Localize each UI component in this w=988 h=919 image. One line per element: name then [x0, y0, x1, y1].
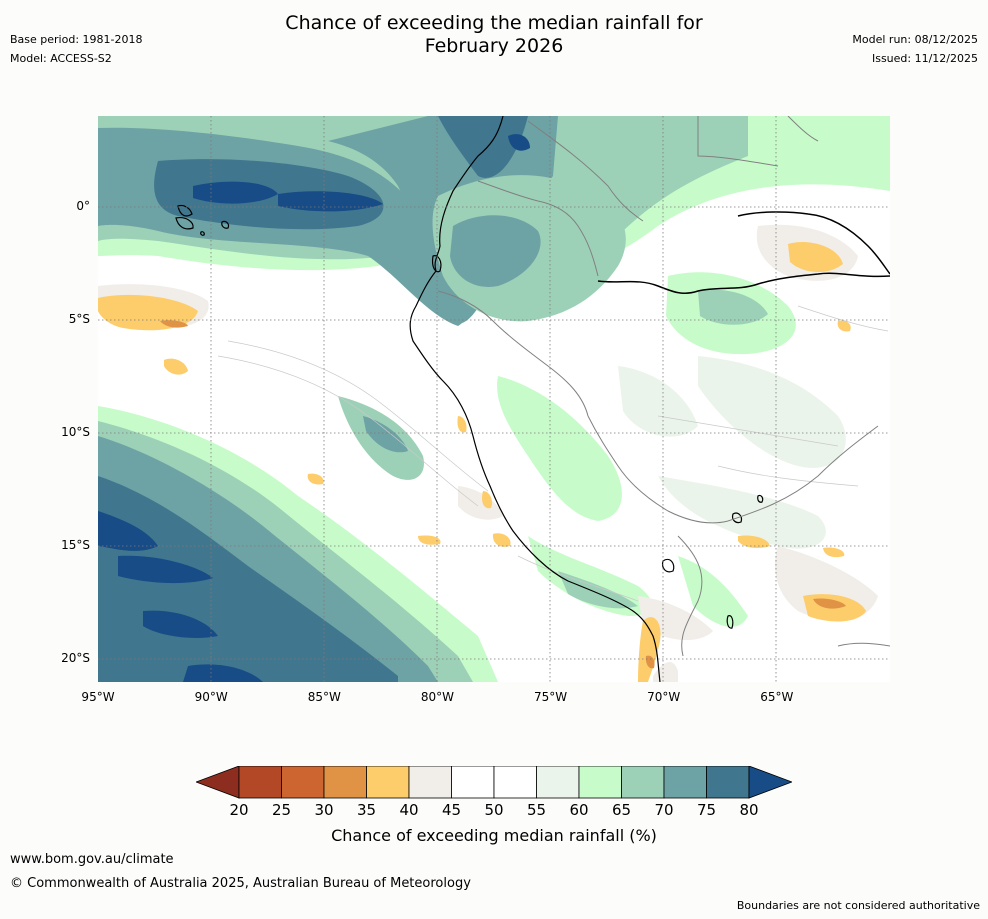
amazon-river — [597, 211, 890, 294]
longitude-label: 85°W — [307, 690, 341, 704]
colorbar-tick-label: 50 — [484, 801, 504, 819]
latitude-label: 20°S — [61, 651, 90, 666]
title-line-1: Chance of exceeding the median rainfall … — [285, 12, 703, 34]
colorbar-segment — [238, 766, 282, 799]
colorbar — [196, 766, 792, 799]
longitude-label: 65°W — [760, 690, 794, 704]
footer-disclaimer: Boundaries are not considered authoritat… — [736, 899, 980, 912]
dry-orange-patches — [98, 242, 866, 682]
colorbar-tick-label: 65 — [611, 801, 632, 819]
colorbar-tick-label: 35 — [356, 801, 377, 819]
colorbar-segment — [536, 766, 580, 799]
meta-right: Model run: 08/12/2025 Issued: 11/12/2025 — [852, 30, 978, 68]
colorbar-arrow-low — [196, 766, 240, 799]
colorbar-segment — [663, 766, 707, 799]
colorbar-segment — [493, 766, 537, 799]
latitude-label: 15°S — [61, 538, 90, 553]
footer-url: www.bom.gov.au/climate — [10, 852, 174, 867]
colorbar-tick-label: 70 — [654, 801, 674, 819]
latitude-label: 10°S — [61, 424, 90, 439]
title-line-2: February 2026 — [424, 35, 564, 57]
forecast-map — [98, 116, 890, 682]
longitude-label: 75°W — [533, 690, 568, 704]
latitude-label: 5°S — [68, 311, 90, 326]
colorbar-label: Chance of exceeding median rainfall (%) — [331, 826, 657, 845]
issued-date: Issued: 11/12/2025 — [871, 52, 978, 65]
colorbar-tick-label: 75 — [696, 801, 717, 819]
colorbar-segment — [366, 766, 410, 799]
dry-darker-spots — [160, 320, 846, 669]
colorbar-segment — [578, 766, 622, 799]
pacific-south-wet-region — [98, 406, 498, 682]
colorbar-tick-label: 20 — [229, 801, 249, 819]
colorbar-segment — [408, 766, 452, 799]
latitude-label: 0° — [76, 198, 90, 213]
colorbar-tick-label: 30 — [314, 801, 334, 819]
model-name: Model: ACCESS-S2 — [10, 52, 112, 65]
base-period: Base period: 1981-2018 — [10, 33, 143, 46]
longitude-label: 90°W — [194, 690, 228, 704]
colorbar-segment — [281, 766, 325, 799]
longitude-label: 80°W — [420, 690, 454, 704]
colorbar-tick-label: 60 — [569, 801, 589, 819]
colorbar-tick-label: 25 — [271, 801, 292, 819]
colorbar-tick-label: 55 — [526, 801, 547, 819]
longitude-label: 70°W — [647, 690, 681, 704]
colorbar-arrow-high — [748, 766, 792, 799]
colorbar-segment — [451, 766, 495, 799]
country-boundaries — [437, 116, 890, 657]
gridlines — [98, 116, 890, 682]
model-run: Model run: 08/12/2025 — [852, 33, 978, 46]
footer-copyright: © Commonwealth of Australia 2025, Austra… — [10, 876, 471, 891]
colorbar-tick-label: 40 — [399, 801, 419, 819]
colorbar-tick-label: 45 — [441, 801, 462, 819]
colorbar-segment — [323, 766, 367, 799]
colorbar-tick-label: 80 — [739, 801, 759, 819]
map-title: Chance of exceeding the median rainfall … — [0, 12, 988, 58]
colorbar-segment — [706, 766, 750, 799]
longitude-label: 95°W — [81, 690, 115, 704]
colorbar-segment — [621, 766, 665, 799]
meta-left: Base period: 1981-2018 Model: ACCESS-S2 — [10, 30, 142, 68]
